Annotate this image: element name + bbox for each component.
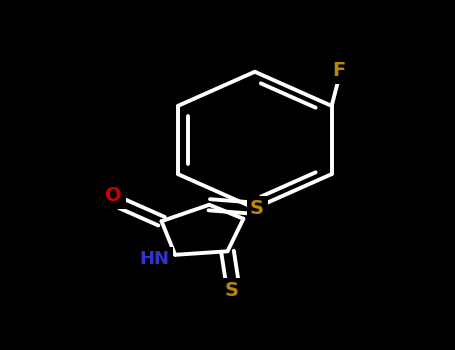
Text: S: S [225, 281, 239, 300]
Text: O: O [106, 186, 122, 205]
Text: HN: HN [140, 250, 170, 268]
Text: F: F [332, 61, 345, 80]
Text: S: S [250, 199, 264, 218]
